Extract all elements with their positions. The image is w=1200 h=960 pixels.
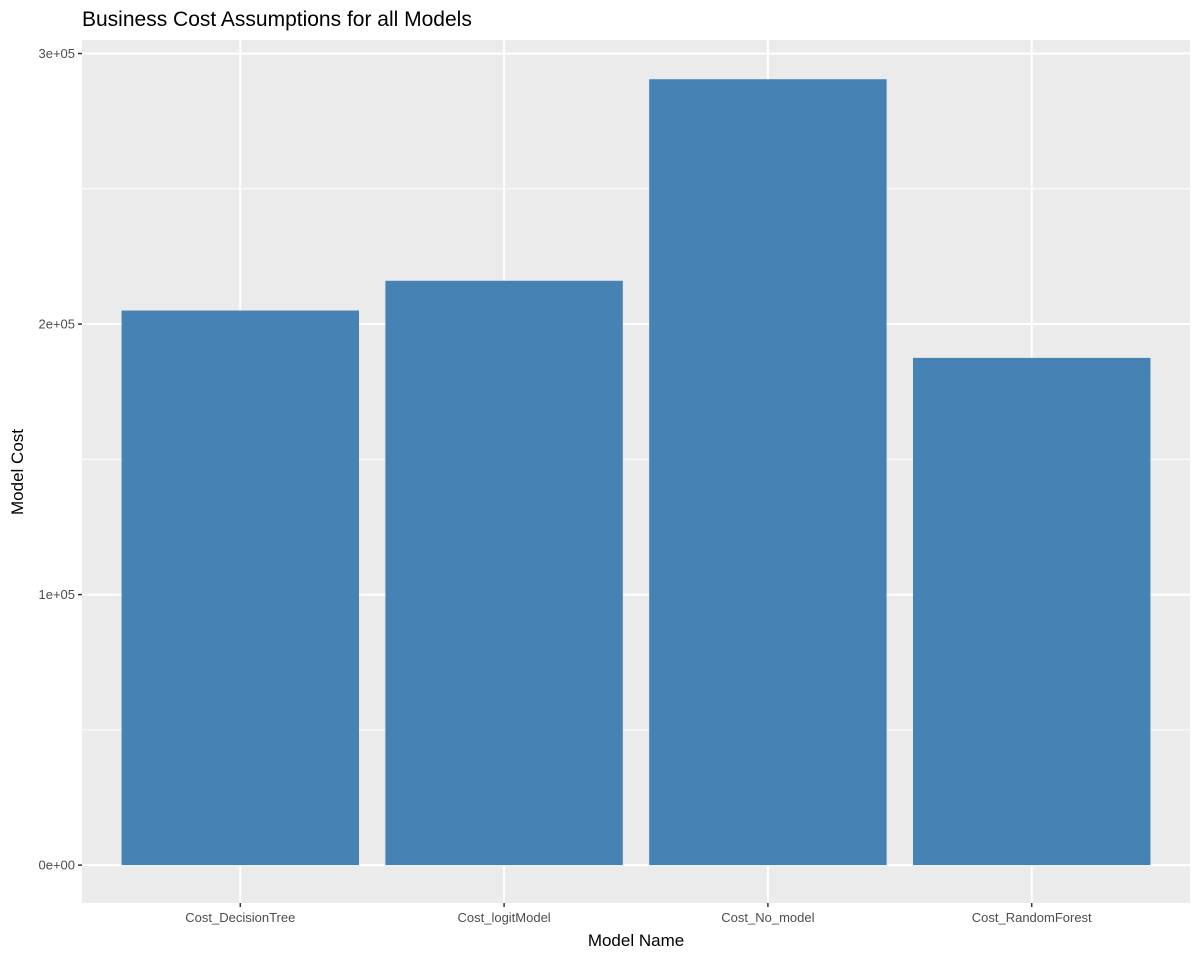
bar-Cost_RandomForest — [913, 357, 1151, 866]
y-axis-title: Model Cost — [8, 429, 27, 515]
y-tick-label: 3e+05 — [38, 46, 75, 61]
y-axis: 0e+00 1e+05 2e+05 3e+05 — [38, 46, 82, 873]
chart-title: Business Cost Assumptions for all Models — [82, 8, 472, 31]
x-tick-label: Cost_DecisionTree — [185, 910, 295, 925]
x-axis-title: Model Name — [588, 931, 684, 950]
x-tick-label: Cost_No_model — [721, 910, 814, 925]
x-tick-label: Cost_logitModel — [457, 910, 550, 925]
y-tick-label: 2e+05 — [38, 317, 75, 332]
y-tick-label: 1e+05 — [38, 587, 75, 602]
bars — [121, 79, 1151, 866]
bar-Cost_DecisionTree — [121, 310, 359, 866]
y-tick-label: 0e+00 — [38, 858, 75, 873]
x-axis: Cost_DecisionTree Cost_logitModel Cost_No_… — [185, 903, 1092, 925]
bar-Cost_No_model — [649, 79, 887, 866]
x-tick-label: Cost_RandomForest — [972, 910, 1092, 925]
bar-Cost_logitModel — [385, 280, 623, 866]
